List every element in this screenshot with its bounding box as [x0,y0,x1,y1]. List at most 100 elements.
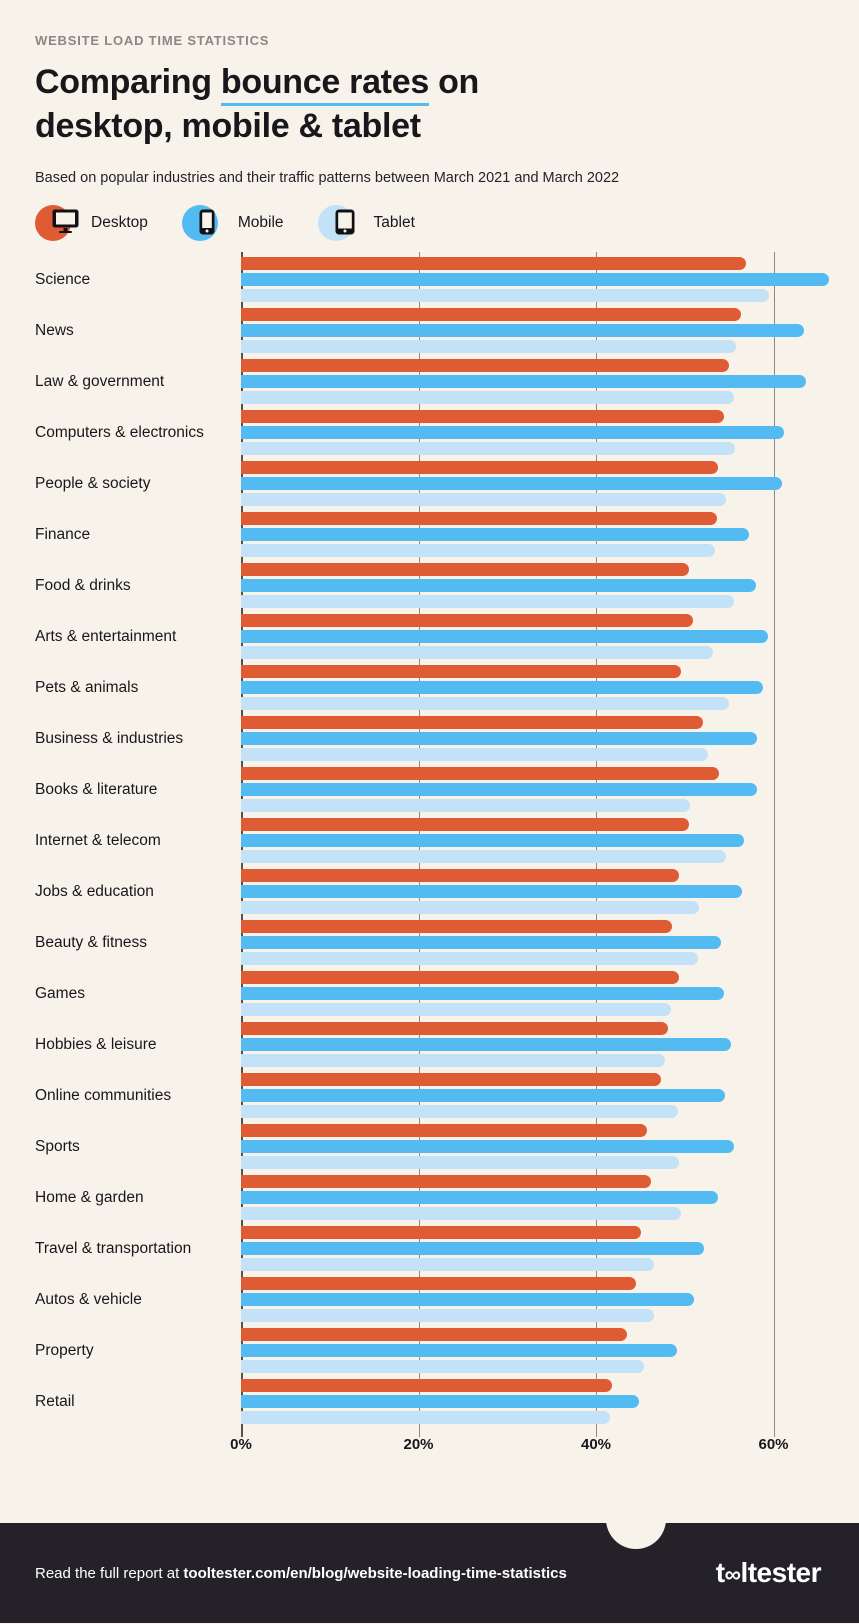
bar-mobile [241,477,783,490]
bar-group [241,257,830,302]
bar-tablet [241,952,699,965]
category-label: Computers & electronics [35,423,204,441]
chart-row: Online communities [0,1070,859,1121]
bar-desktop [241,308,741,321]
category-label: Internet & telecom [35,831,161,849]
bar-group [241,563,756,608]
chart-row: Books & literature [0,764,859,815]
chart-row: Pets & animals [0,662,859,713]
category-label: Online communities [35,1086,172,1104]
bar-group [241,1022,731,1067]
bar-mobile [241,681,763,694]
chart-row: Finance [0,509,859,560]
category-label: Pets & animals [35,678,139,696]
bar-tablet [241,1156,679,1169]
bar-group [241,971,724,1016]
legend-swatch-desktop [35,204,85,242]
bar-mobile [241,1191,719,1204]
chart-row: Home & garden [0,1172,859,1223]
footer-notch [606,1489,666,1549]
bar-tablet [241,595,734,608]
bar-desktop [241,563,690,576]
chart-row: Retail [0,1376,859,1427]
bar-mobile [241,1242,705,1255]
bar-mobile [241,579,756,592]
bar-mobile [241,732,757,745]
legend-label-mobile: Mobile [237,214,284,231]
legend: Desktop Mobile Tablet [35,204,824,242]
category-label: Business & industries [35,729,184,747]
bar-group [241,869,743,914]
chart-row: Computers & electronics [0,407,859,458]
bar-mobile [241,1395,640,1408]
category-label: Home & garden [35,1188,144,1206]
bar-desktop [241,665,682,678]
bar-group [241,614,769,659]
bar-tablet [241,850,726,863]
bar-desktop [241,461,718,474]
bar-mobile [241,273,830,286]
gridline-60 [773,252,775,1437]
tablet-icon [335,209,355,240]
chart-row: Hobbies & leisure [0,1019,859,1070]
x-tick-20: 20% [403,1436,434,1453]
chart-row: Games [0,968,859,1019]
category-label: Retail [35,1392,75,1410]
bar-desktop [241,971,680,984]
category-label: Hobbies & leisure [35,1035,157,1053]
footer: Read the full report at tooltester.com/e… [0,1489,859,1623]
bar-mobile [241,528,749,541]
bar-group [241,512,749,557]
logo-text-post: ltester [740,1557,821,1588]
bar-group [241,818,745,863]
category-label: Beauty & fitness [35,933,148,951]
bar-group [241,1226,705,1271]
bar-group [241,716,757,761]
bar-tablet [241,901,699,914]
legend-swatch-mobile [181,204,232,242]
bar-desktop [241,869,679,882]
category-label: Books & literature [35,780,158,798]
bar-mobile [241,375,807,388]
category-label: Arts & entertainment [35,627,177,645]
bar-mobile [241,936,722,949]
page-title: Comparing bounce rates on desktop, mobile… [35,60,824,148]
legend-label-desktop: Desktop [91,214,148,231]
chart-rows: Science News Law & government Computers & e… [0,254,859,1427]
bar-mobile [241,1344,677,1357]
bar-mobile [241,1089,725,1102]
category-label: Games [35,984,85,1002]
logo-text: t [715,1557,725,1588]
legend-label-tablet: Tablet [373,214,415,231]
bar-desktop [241,1073,661,1086]
x-tick-0: 0% [230,1436,252,1453]
subtitle: Based on popular industries and their tr… [35,170,620,186]
chart-row: Science [0,254,859,305]
chart-row: People & society [0,458,859,509]
bar-tablet [241,493,726,506]
chart-row: Law & government [0,356,859,407]
category-label: Travel & transportation [35,1239,192,1257]
category-label: Finance [35,525,91,543]
bar-tablet [241,289,770,302]
bar-desktop [241,512,717,525]
footer-url[interactable]: tooltester.com/en/blog/website-loading-t… [183,1564,567,1582]
category-label: Property [35,1341,94,1359]
bar-desktop [241,614,693,627]
bounce-rate-chart: Science News Law & government Computers & e… [0,252,859,1463]
bar-group [241,1073,725,1118]
bar-mobile [241,834,745,847]
mobile-icon [199,209,215,240]
bar-mobile [241,1038,731,1051]
bar-group [241,1277,694,1322]
bar-group [241,1379,640,1424]
chart-row: Jobs & education [0,866,859,917]
category-label: Jobs & education [35,882,154,900]
title-link-bounce-rates[interactable]: bounce rates [220,63,429,106]
bar-desktop [241,359,730,372]
bar-group [241,308,804,353]
kicker: WEBSITE LOAD TIME STATISTICS [35,33,270,48]
bar-desktop [241,257,746,270]
chart-body: Science News Law & government Computers & e… [0,252,859,1437]
bar-group [241,410,785,455]
